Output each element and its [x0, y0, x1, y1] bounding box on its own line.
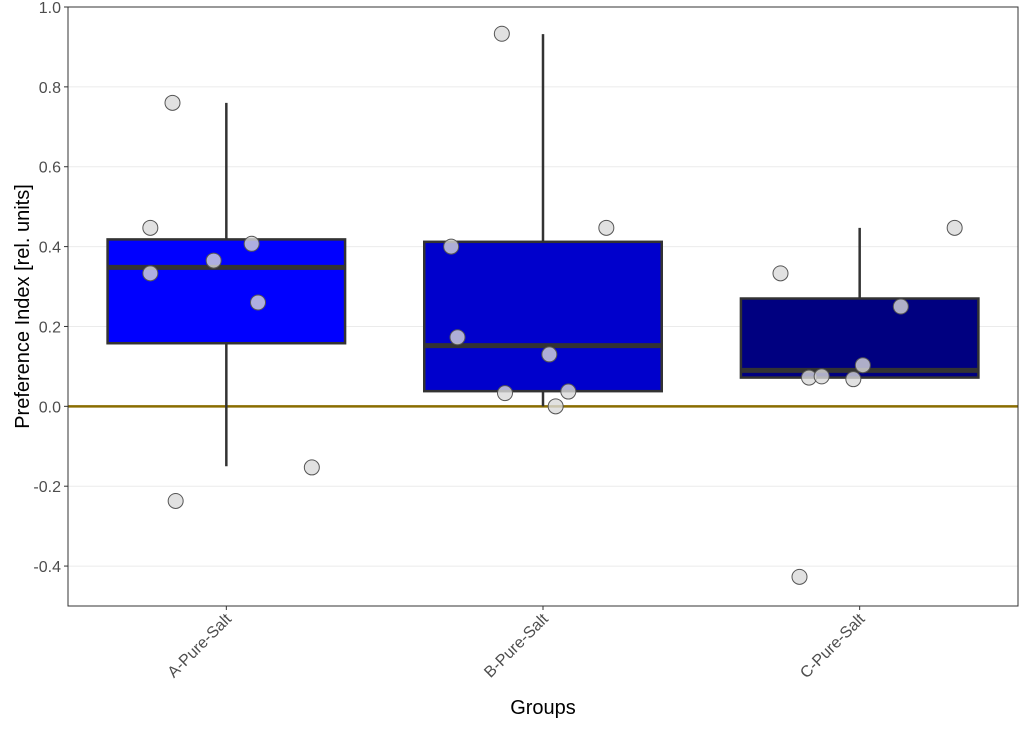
y-tick-label: 1.0 [39, 0, 61, 17]
y-axis-ticks: 1.0 0.8 0.6 0.4 0.2 0.0 -0.2 -0.4 [33, 0, 68, 576]
y-tick-label: 0.2 [39, 319, 61, 336]
whiskers [225, 34, 861, 467]
data-point [443, 238, 460, 255]
data-point [142, 265, 159, 282]
data-point [164, 94, 181, 111]
data-point [250, 294, 266, 311]
data-point [813, 368, 830, 385]
x-tick-label: C-Pure-Salt [797, 610, 869, 682]
data-point [772, 265, 789, 282]
data-point [497, 385, 513, 402]
box-iqr [106, 238, 347, 345]
y-tick-label: 0.0 [39, 399, 61, 416]
data-point [854, 357, 871, 374]
data-point [845, 371, 862, 388]
data-point [167, 492, 184, 509]
data-point [303, 459, 320, 476]
x-axis-ticks: A-Pure-Salt B-Pure-Salt C-Pure-Salt [165, 606, 869, 682]
data-point [547, 398, 564, 415]
data-point [541, 346, 558, 363]
data-point [892, 298, 909, 315]
y-tick-label: 0.8 [39, 80, 61, 97]
data-points [142, 25, 963, 585]
data-point [791, 568, 808, 585]
x-axis-title: Groups [510, 697, 576, 719]
data-point [946, 219, 963, 236]
y-tick-label: 0.6 [39, 160, 61, 177]
data-point [142, 219, 159, 236]
data-point [598, 219, 615, 236]
boxes [106, 238, 980, 393]
data-point [243, 235, 260, 252]
data-point [449, 329, 466, 346]
data-point [560, 383, 577, 400]
y-tick-label: -0.4 [33, 559, 61, 576]
data-point [493, 25, 510, 42]
x-tick-label: A-Pure-Salt [165, 610, 236, 681]
y-tick-label: 0.4 [39, 240, 61, 257]
data-point [205, 252, 222, 269]
y-axis-title: Preference Index [rel. units] [12, 184, 34, 429]
y-tick-label: -0.2 [33, 479, 61, 496]
box-iqr [423, 240, 663, 393]
x-tick-label: B-Pure-Salt [481, 610, 552, 681]
